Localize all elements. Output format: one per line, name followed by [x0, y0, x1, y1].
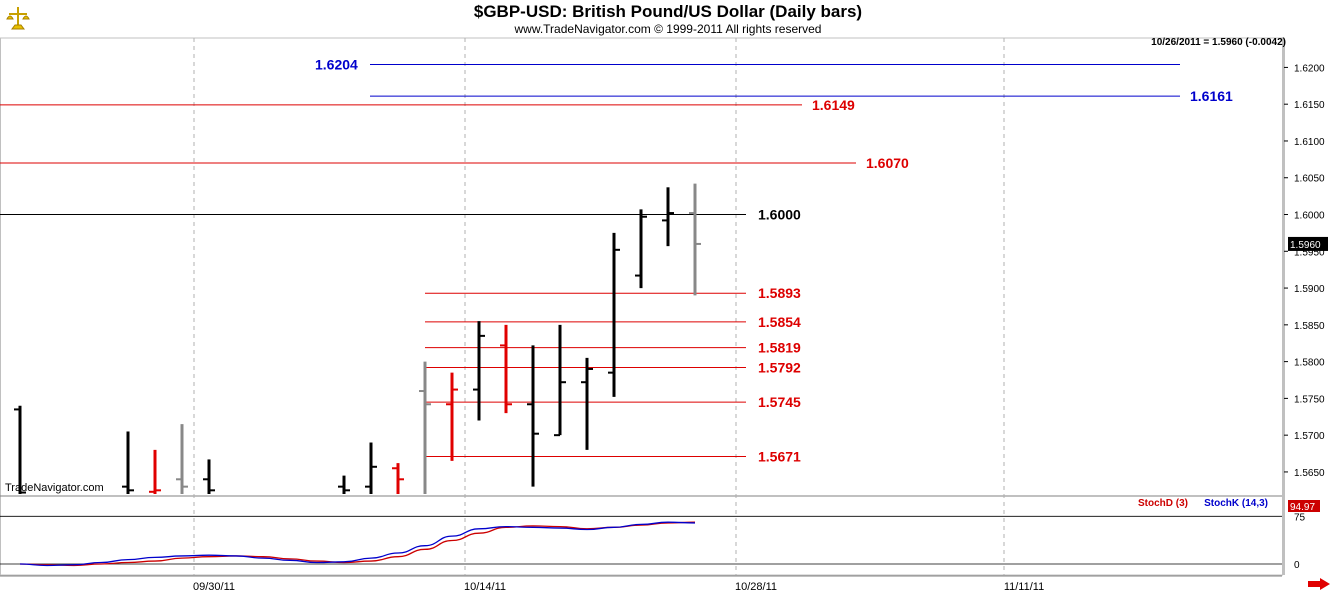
y-tick-label: 1.6000 — [1294, 211, 1325, 222]
osc-series-line — [19, 521, 696, 567]
watermark-text: TradeNavigator.com — [5, 482, 104, 494]
x-tick-label: 09/30/11 — [193, 581, 235, 593]
level-label: 1.5893 — [758, 285, 801, 301]
y-tick-label: 1.6200 — [1294, 63, 1325, 74]
level-label: 1.5854 — [758, 314, 801, 330]
y-tick-label: 1.5750 — [1294, 394, 1325, 405]
last-price-box — [1288, 236, 1328, 251]
level-label: 1.6149 — [812, 97, 855, 113]
price-readout: 10/26/2011 = 1.5960 (-0.0042) — [1151, 37, 1286, 48]
legend-stochd: StochD (3) — [1138, 498, 1188, 509]
y-tick-label: 1.5800 — [1294, 358, 1325, 369]
osc-series-line — [19, 521, 696, 567]
y-tick-label: 1.5950 — [1294, 247, 1325, 258]
x-tick-label: 11/11/11 — [1004, 581, 1044, 593]
y-tick-label: 1.6100 — [1294, 137, 1325, 148]
y-tick-label: 1.5850 — [1294, 321, 1325, 332]
y-tick-label: 1.5900 — [1294, 284, 1325, 295]
osc-y-tick-label: 0 — [1294, 560, 1300, 571]
legend-stochk: StochK (14,3) — [1204, 498, 1268, 509]
scroll-right-arrow-icon[interactable] — [1308, 578, 1330, 590]
y-tick-label: 1.6150 — [1294, 100, 1325, 111]
y-tick-label: 1.5700 — [1294, 431, 1325, 442]
level-label: 1.5819 — [758, 340, 801, 356]
x-tick-label: 10/14/11 — [464, 581, 506, 593]
osc-y-tick-label: 75 — [1294, 512, 1306, 523]
last-price-label: 1.5960 — [1290, 240, 1321, 251]
level-label: 1.5671 — [758, 448, 801, 464]
level-label: 1.6161 — [1190, 88, 1233, 104]
chart-subtitle: www.TradeNavigator.com © 1999-2011 All r… — [514, 22, 822, 36]
y-tick-label: 1.5650 — [1294, 468, 1325, 479]
osc-last-value-box — [1288, 500, 1320, 512]
level-label: 1.6000 — [758, 207, 801, 223]
level-label: 1.5745 — [758, 394, 801, 410]
level-label: 1.5792 — [758, 359, 801, 375]
y-tick-label: 1.6050 — [1294, 174, 1325, 185]
x-tick-label: 10/28/11 — [735, 581, 777, 593]
tradenavigator-logo — [6, 7, 30, 30]
osc-last-value-label: 94.97 — [1290, 502, 1315, 513]
chart-title: $GBP-USD: British Pound/US Dollar (Daily… — [473, 2, 863, 21]
level-label: 1.6204 — [315, 56, 358, 72]
level-label: 1.6070 — [866, 155, 909, 171]
plot-frame — [0, 37, 1283, 576]
